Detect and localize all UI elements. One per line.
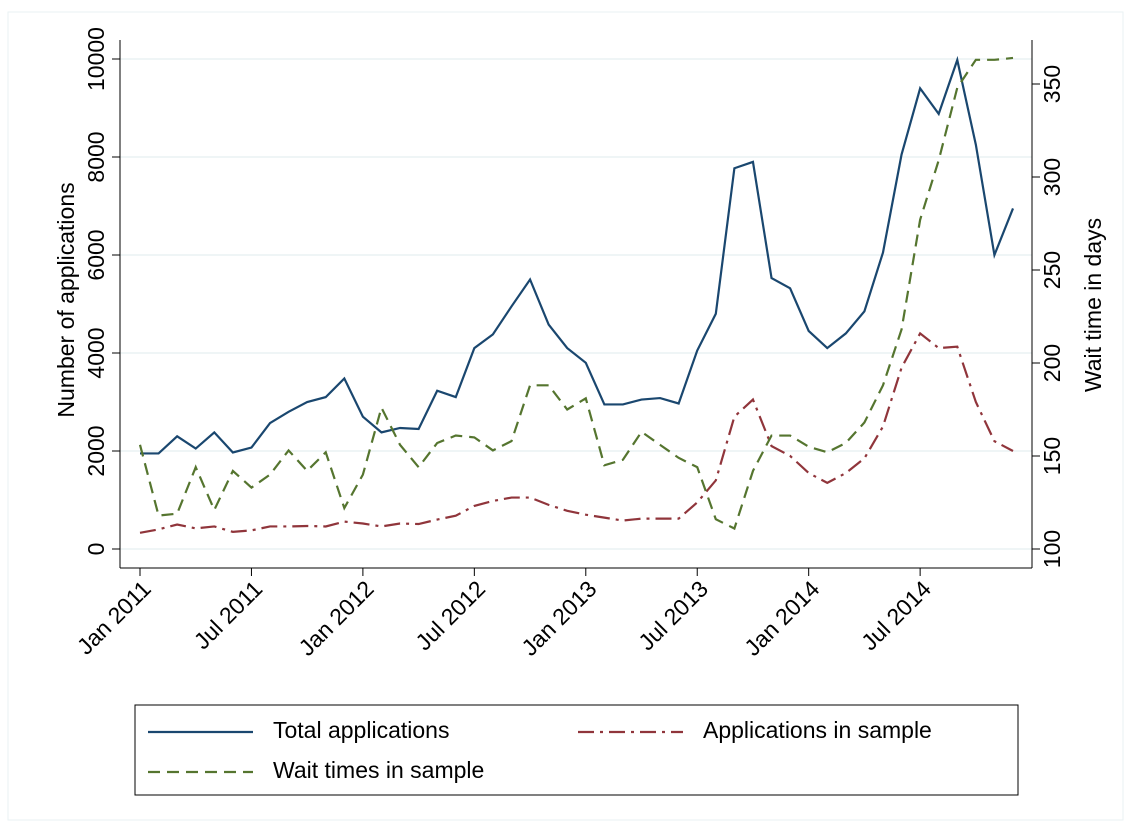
series-line bbox=[139, 331, 1014, 534]
y-axis-title: Number of applications bbox=[53, 182, 79, 417]
series-line bbox=[140, 55, 1015, 455]
y-tick-label: 4000 bbox=[83, 327, 109, 378]
y2-tick-label: 300 bbox=[1039, 158, 1065, 196]
series-line bbox=[138, 56, 1014, 531]
y-tick-label: 0 bbox=[83, 543, 109, 556]
y-tick-label: 6000 bbox=[83, 229, 109, 280]
legend bbox=[134, 704, 1019, 796]
legend-label: Applications in sample bbox=[703, 717, 932, 743]
y-tick-label: 8000 bbox=[83, 131, 109, 182]
y2-tick-label: 350 bbox=[1039, 65, 1065, 103]
legend-label: Wait times in sample bbox=[273, 757, 484, 783]
y2-tick-label: 200 bbox=[1039, 344, 1065, 382]
legend-label: Total applications bbox=[273, 717, 449, 743]
y2-axis-title: Wait time in days bbox=[1080, 218, 1106, 392]
y-tick-label: 10000 bbox=[83, 27, 109, 91]
y2-tick-label: 150 bbox=[1039, 437, 1065, 475]
frame bbox=[7, 11, 1124, 821]
y-tick-label: 2000 bbox=[83, 425, 109, 476]
y2-tick-label: 250 bbox=[1039, 251, 1065, 289]
y2-tick-label: 100 bbox=[1039, 530, 1065, 568]
